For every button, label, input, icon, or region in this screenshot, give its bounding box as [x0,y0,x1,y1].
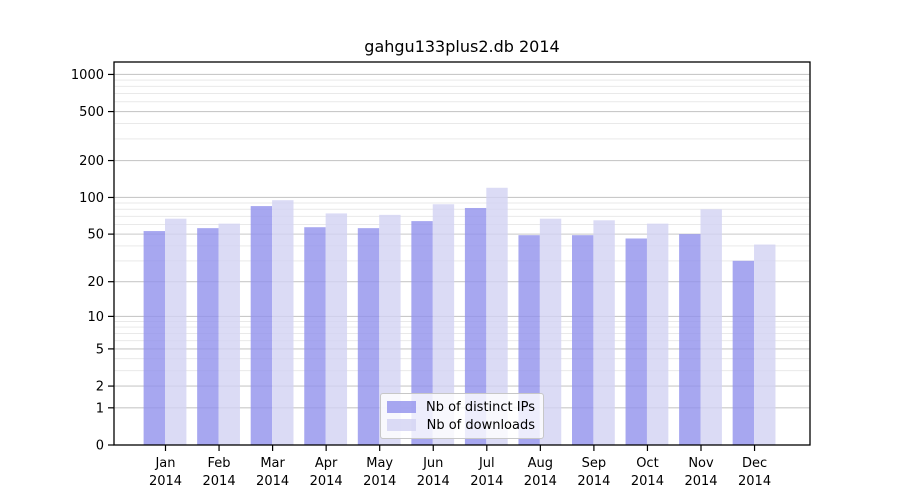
legend-item-downloads: Nb of downloads [387,417,535,433]
x-tick-label-month: Jan [154,456,175,471]
x-tick-label-month: Dec [742,456,767,471]
bar-downloads-feb [218,223,240,445]
x-tick-label-year: 2014 [256,474,289,489]
bar-downloads-jul [486,187,508,445]
bar-distinct-ips-mar [250,206,273,445]
legend-label-downloads: Nb of downloads [426,417,535,433]
bar-distinct-ips-dec [732,260,755,445]
bar-distinct-ips-aug [518,235,540,445]
bar-downloads-aug [539,218,562,445]
x-tick-label-month: Mar [260,456,285,471]
x-tick-label-year: 2014 [738,474,771,489]
y-tick-label: 200 [79,154,104,169]
legend-item-distinct-ips: Nb of distinct IPs [387,399,535,415]
chart-title: gahgu133plus2.db 2014 [364,37,560,56]
y-tick-label: 20 [87,275,104,290]
x-tick-label-year: 2014 [470,474,503,489]
bar-distinct-ips-apr [304,227,326,445]
x-tick-label-month: Jul [478,456,495,471]
bar-distinct-ips-feb [197,228,219,445]
x-tick-label-year: 2014 [577,474,610,489]
y-tick-label: 1000 [71,68,104,83]
y-tick-label: 2 [96,380,104,395]
bar-downloads-nov [700,209,722,445]
bar-downloads-mar [272,200,294,445]
bar-downloads-jan [165,218,187,445]
bar-downloads-apr [325,213,348,445]
x-tick-label-year: 2014 [417,474,450,489]
y-tick-label: 10 [87,310,104,325]
x-tick-label-month: May [366,456,393,471]
x-tick-label-month: Aug [528,456,553,471]
bar-downloads-jun [432,204,455,445]
x-tick-label-year: 2014 [684,474,717,489]
x-tick-label-month: Apr [315,456,338,471]
x-tick-label-month: Jun [422,456,443,471]
x-tick-label-month: Nov [688,456,714,471]
x-tick-label-month: Sep [582,456,607,471]
y-tick-label: 50 [87,228,104,243]
x-tick-label-year: 2014 [524,474,557,489]
plot-border [113,61,811,446]
legend-swatch-distinct-ips [387,401,416,413]
x-tick-label-year: 2014 [631,474,664,489]
y-tick-label: 1 [96,401,104,416]
bar-distinct-ips-jul [464,207,487,445]
bar-distinct-ips-sep [572,235,594,445]
bar-downloads-may [379,214,401,445]
bar-downloads-oct [646,223,669,445]
legend: Nb of distinct IPs Nb of downloads [380,393,544,439]
bar-distinct-ips-jun [411,221,433,445]
x-tick-label-month: Feb [208,456,231,471]
bar-distinct-ips-jan [143,231,165,445]
y-tick-label: 100 [79,191,104,206]
bar-distinct-ips-may [357,228,380,445]
y-tick-label: 5 [96,342,104,357]
bar-downloads-sep [593,220,615,445]
y-tick-label: 0 [96,439,104,454]
bar-distinct-ips-oct [625,238,647,445]
bar-distinct-ips-nov [679,234,701,445]
y-tick-label: 500 [79,105,104,120]
x-tick-label-month: Oct [636,456,658,471]
x-tick-label-year: 2014 [310,474,343,489]
x-tick-label-year: 2014 [149,474,182,489]
legend-label-distinct-ips: Nb of distinct IPs [426,399,535,415]
legend-swatch-downloads [387,419,416,431]
x-tick-label-year: 2014 [203,474,236,489]
bar-downloads-dec [754,244,776,445]
x-tick-label-year: 2014 [363,474,396,489]
